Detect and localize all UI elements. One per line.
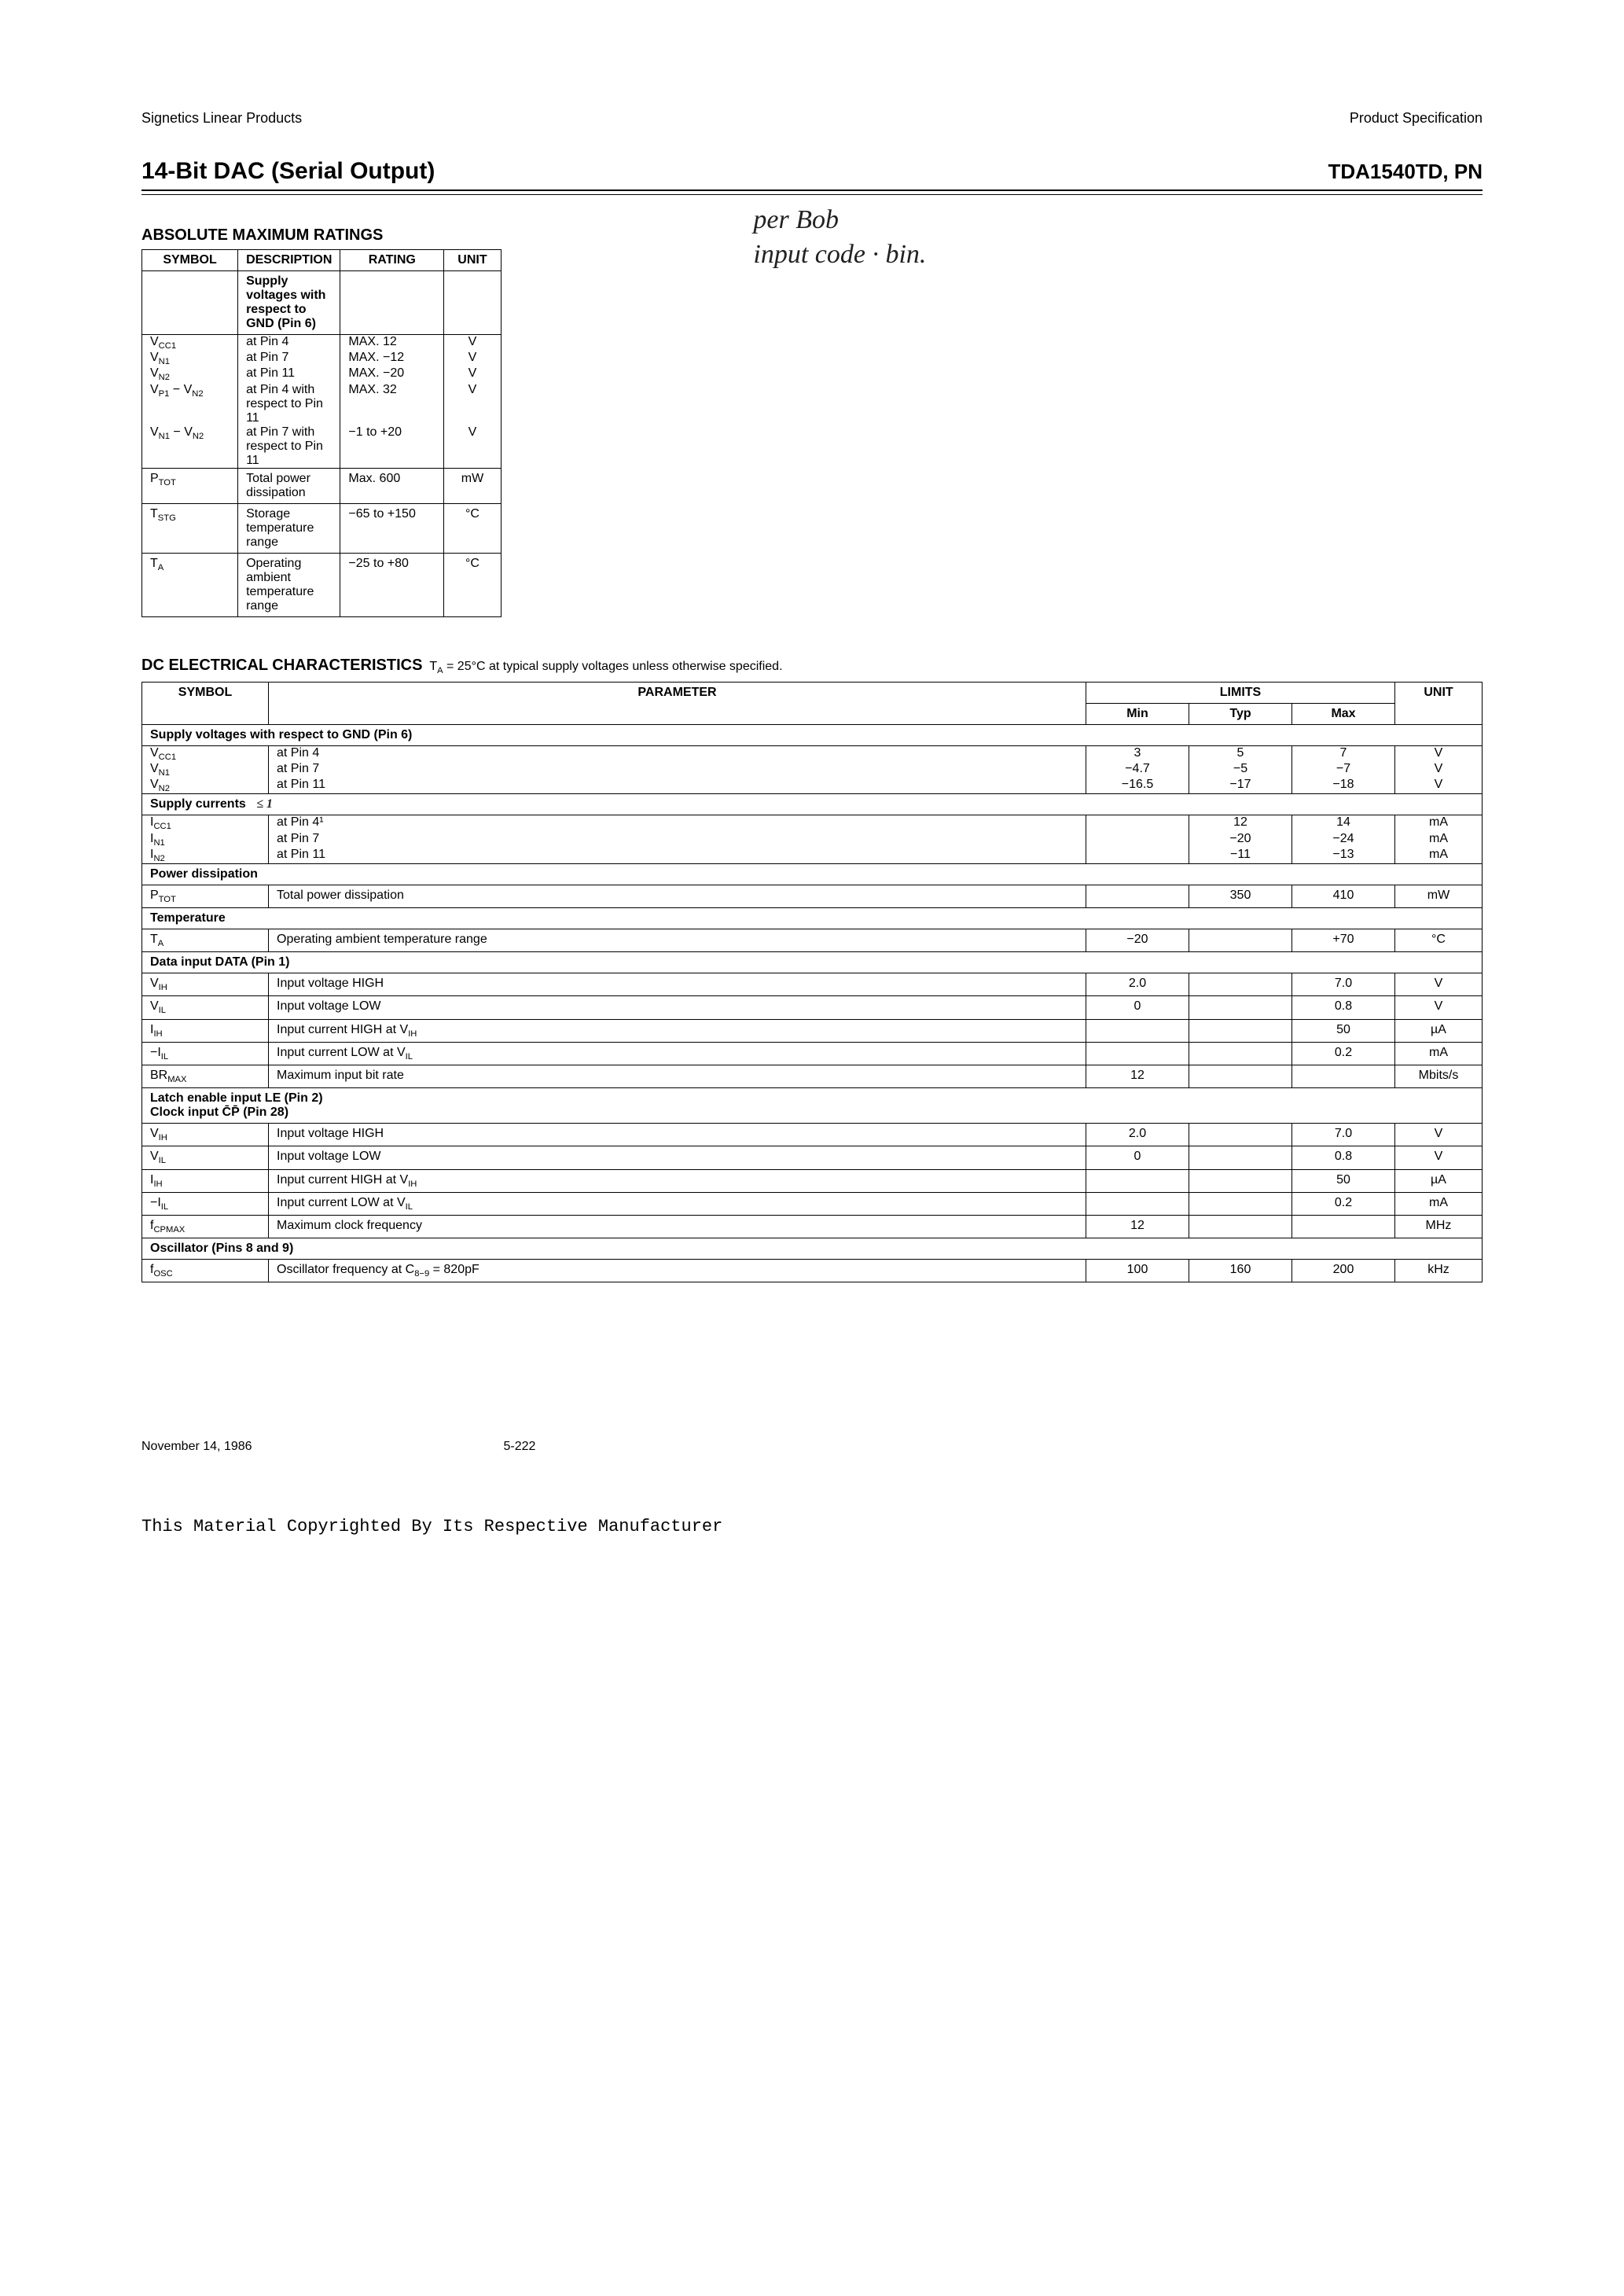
part-number: TDA1540TD, PN	[1328, 160, 1483, 184]
dc-row: −IILInput current LOW at VIL0.2mA	[142, 1192, 1483, 1215]
dc-section-header: Supply currents ≤ 1	[142, 794, 1483, 815]
dc-row: IIHInput current HIGH at VIH50µA	[142, 1169, 1483, 1192]
dc-section-header: Temperature	[142, 908, 1483, 929]
dc-row: VN1at Pin 7−4.7−5−7V	[142, 762, 1483, 778]
dc-row: VILInput voltage LOW00.8V	[142, 996, 1483, 1019]
footer: November 14, 1986 5-222	[141, 1440, 1483, 1454]
col-symbol: SYMBOL	[142, 682, 269, 724]
dc-row: fOSCOscillator frequency at C8−9 = 820pF…	[142, 1260, 1483, 1282]
col-max: Max	[1292, 703, 1395, 724]
footer-date: November 14, 1986	[141, 1440, 252, 1454]
footer-page: 5-222	[504, 1440, 536, 1454]
dc-row: VILInput voltage LOW00.8V	[142, 1146, 1483, 1169]
dc-row: PTOTTotal power dissipation350410mW	[142, 885, 1483, 907]
dc-subheading: TA = 25°C at typical supply voltages unl…	[426, 660, 783, 673]
dc-section-header: Power dissipation	[142, 863, 1483, 885]
page-header: Signetics Linear Products Product Specif…	[141, 110, 1483, 127]
col-symbol: SYMBOL	[142, 250, 238, 271]
col-min: Min	[1086, 703, 1189, 724]
dc-row: VCC1at Pin 4357V	[142, 745, 1483, 762]
col-limits: LIMITS	[1086, 682, 1395, 703]
dc-row: fCPMAXMaximum clock frequency12MHz	[142, 1215, 1483, 1238]
dc-section-header: Latch enable input LE (Pin 2)Clock input…	[142, 1088, 1483, 1124]
dc-row: IIHInput current HIGH at VIH50µA	[142, 1019, 1483, 1042]
dc-heading: DC ELECTRICAL CHARACTERISTICS	[141, 657, 422, 674]
col-parameter: PARAMETER	[269, 682, 1086, 724]
amr-row: VCC1at Pin 4MAX. 12V	[142, 335, 502, 351]
amr-row: PTOTTotal power dissipationMax. 600mW	[142, 468, 502, 503]
copyright: This Material Copyrighted By Its Respect…	[141, 1517, 1483, 1536]
amr-row: VN2at Pin 11MAX. −20V	[142, 366, 502, 382]
dc-row: VIHInput voltage HIGH2.07.0V	[142, 973, 1483, 996]
hand-annotation: ≤ 1	[256, 797, 273, 811]
handwritten-line1: per Bob	[753, 203, 926, 237]
dc-section-header: Supply voltages with respect to GND (Pin…	[142, 724, 1483, 745]
amr-table: SYMBOL DESCRIPTION RATING UNIT Supply vo…	[141, 249, 502, 617]
amr-row: VP1 − VN2at Pin 4 with respect to Pin 11…	[142, 383, 502, 425]
handwritten-note: per Bob input code · bin.	[753, 203, 926, 272]
col-rating: RATING	[340, 250, 444, 271]
dc-section-header: Oscillator (Pins 8 and 9)	[142, 1238, 1483, 1260]
col-unit: UNIT	[1395, 682, 1483, 724]
dc-row: VN2at Pin 11−16.5−17−18V	[142, 778, 1483, 794]
dc-row: VIHInput voltage HIGH2.07.0V	[142, 1124, 1483, 1146]
amr-row: VN1at Pin 7MAX. −12V	[142, 351, 502, 366]
amr-row: VN1 − VN2at Pin 7 with respect to Pin 11…	[142, 425, 502, 469]
amr-row: TAOperating ambient temperature range−25…	[142, 553, 502, 616]
dc-row: ICC1at Pin 4¹1214mA	[142, 815, 1483, 832]
amr-heading: ABSOLUTE MAXIMUM RATINGS	[141, 226, 722, 245]
col-description: DESCRIPTION	[238, 250, 340, 271]
col-unit: UNIT	[444, 250, 502, 271]
header-right: Product Specification	[1350, 110, 1483, 127]
header-left: Signetics Linear Products	[141, 110, 302, 127]
dc-row: BRMAXMaximum input bit rate12Mbits/s	[142, 1065, 1483, 1088]
dc-row: −IILInput current LOW at VIL0.2mA	[142, 1042, 1483, 1065]
dc-row: TAOperating ambient temperature range−20…	[142, 929, 1483, 952]
amr-row: TSTGStorage temperature range−65 to +150…	[142, 503, 502, 553]
supply-header: Supply voltages with respect to GND (Pin…	[246, 274, 325, 330]
handwritten-line2: input code · bin.	[753, 237, 926, 272]
dc-section-header: Data input DATA (Pin 1)	[142, 952, 1483, 973]
dc-row: IN2at Pin 11−11−13mA	[142, 848, 1483, 864]
doc-title: 14-Bit DAC (Serial Output)	[141, 158, 435, 185]
dc-row: IN1at Pin 7−20−24mA	[142, 832, 1483, 848]
title-row: 14-Bit DAC (Serial Output) TDA1540TD, PN	[141, 158, 1483, 191]
col-typ: Typ	[1189, 703, 1292, 724]
divider	[141, 194, 1483, 195]
dc-table: SYMBOL PARAMETER LIMITS UNIT Min Typ Max…	[141, 682, 1483, 1283]
